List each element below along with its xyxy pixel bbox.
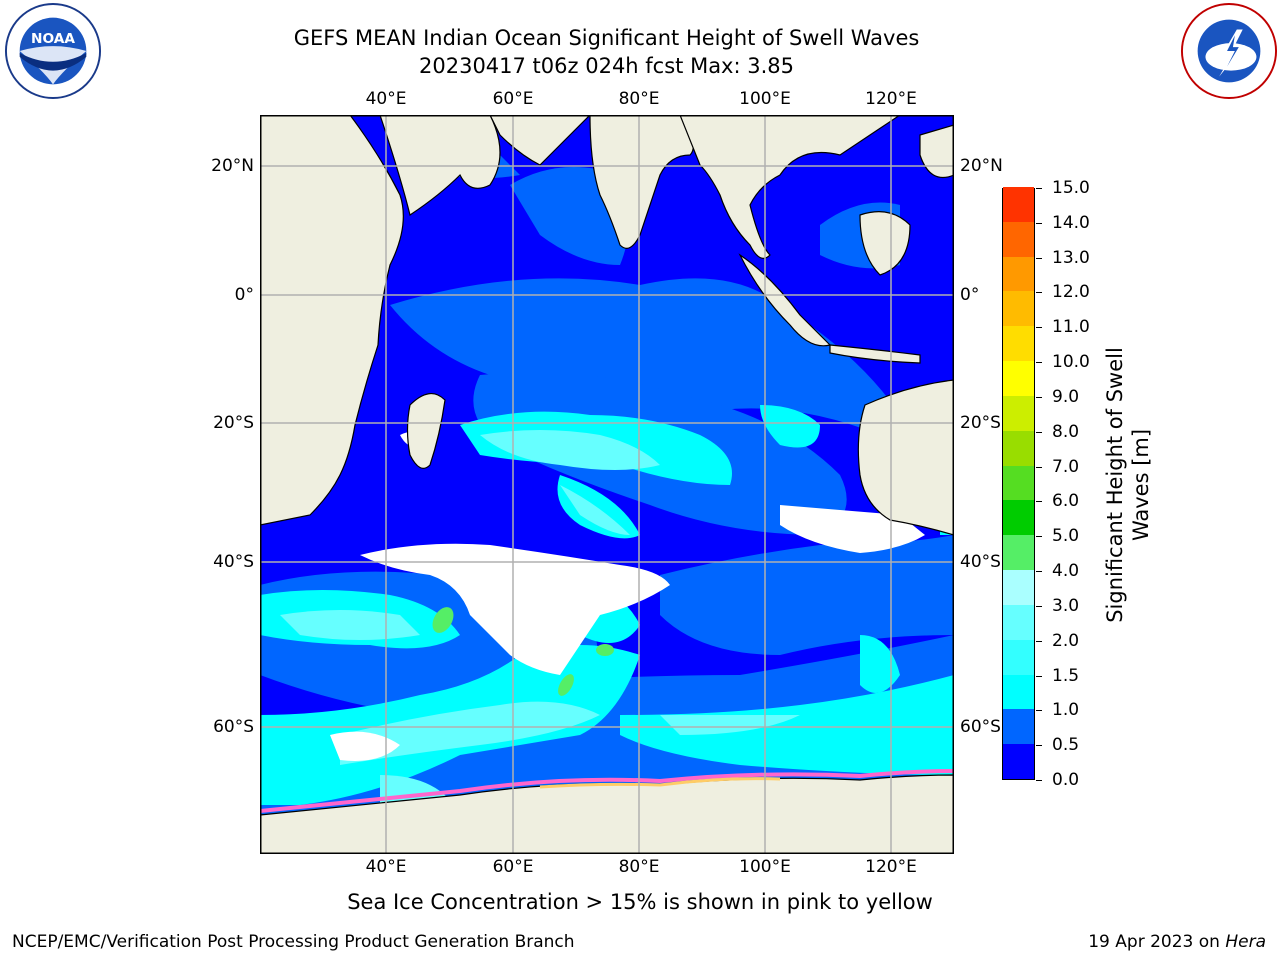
lat-label-left: 60°S [213, 717, 254, 737]
swell-band-2m [280, 430, 800, 825]
colorbar-tick-label: 9.0 [1052, 386, 1080, 407]
lon-label-bottom: 60°E [492, 857, 534, 877]
colorbar-tick-label: 0.5 [1052, 735, 1080, 756]
host-name: Hera [1225, 932, 1266, 952]
lat-label-right: 60°S [960, 717, 1001, 737]
lat-label-right: 20°S [960, 413, 1001, 433]
lon-label-bottom: 40°E [365, 857, 407, 877]
colorbar-tick [1036, 466, 1042, 468]
colorbar-tick [1036, 536, 1042, 538]
colorbar-tick-label: 1.5 [1052, 665, 1080, 686]
swell-band-3m [432, 607, 614, 696]
lon-label-bottom: 80°E [618, 857, 660, 877]
colorbar-tick-label: 13.0 [1052, 247, 1090, 268]
colorbar-tick-label: 7.0 [1052, 456, 1080, 477]
colorbar-tick [1036, 571, 1042, 573]
colorbar-title-line1: Significant Height of Swell [1103, 347, 1127, 623]
date-text: 19 Apr 2023 on Hera [1088, 932, 1266, 952]
colorbar-segment [1003, 499, 1034, 536]
colorbar-segment [1003, 465, 1034, 501]
lon-label-top: 100°E [739, 89, 791, 109]
colorbar-tick-label: 15.0 [1052, 178, 1090, 198]
colorbar-segment [1003, 604, 1034, 640]
lat-label-left: 20°S [213, 413, 254, 433]
lat-label-right: 0° [960, 285, 980, 305]
colorbar-segment [1003, 674, 1034, 710]
lon-label-top: 60°E [492, 89, 534, 109]
colorbar-tick-label: 6.0 [1052, 491, 1080, 512]
colorbar-tick [1036, 745, 1042, 747]
colorbar-segment [1003, 534, 1034, 571]
colorbar-segment [1003, 221, 1034, 257]
lat-label-left: 0° [234, 285, 254, 305]
colorbar-segment [1003, 708, 1034, 745]
colorbar-tick-label: 10.0 [1052, 352, 1090, 373]
chart-subtitle: 20230417 t06z 024h fcst Max: 3.85 [419, 54, 794, 78]
noaa-logo: NOAA [4, 2, 102, 100]
land-masses [260, 115, 954, 854]
colorbar-tick [1036, 257, 1042, 259]
colorbar-tick [1036, 675, 1042, 677]
colorbar-segment [1003, 256, 1034, 292]
colorbar-tick [1036, 396, 1042, 398]
colorbar-segment [1003, 186, 1034, 222]
colorbar-tick [1036, 222, 1042, 224]
chart-title: GEFS MEAN Indian Ocean Significant Heigh… [293, 26, 920, 50]
colorbar-tick [1036, 710, 1042, 712]
colorbar-title-line2: Waves [m] [1129, 428, 1153, 542]
colorbar-tick [1036, 292, 1042, 294]
colorbar-tick-label: 4.0 [1052, 561, 1080, 582]
colorbar-tick-label: 1.0 [1052, 700, 1080, 721]
colorbar-title: Significant Height of Swell Waves [m] [1102, 347, 1154, 623]
no-data-region [330, 431, 925, 761]
lat-label-left: 20°N [211, 156, 254, 176]
lat-label-left: 40°S [213, 552, 254, 572]
lon-label-bottom: 120°E [865, 857, 917, 877]
colorbar-tick [1036, 640, 1042, 642]
colorbar-segment [1003, 743, 1034, 779]
date-label: 19 Apr 2023 on [1088, 932, 1220, 952]
colorbar-tick-label: 3.0 [1052, 595, 1080, 616]
colorbar-segment [1003, 569, 1034, 605]
colorbar-tick [1036, 362, 1042, 364]
colorbar-segment [1003, 360, 1034, 396]
colorbar-tick [1036, 501, 1042, 503]
colorbar-tick [1036, 780, 1042, 781]
colorbar-segment [1003, 430, 1034, 466]
map-frame [260, 115, 954, 854]
colorbar-tick-label: 5.0 [1052, 526, 1080, 547]
lon-label-top: 80°E [618, 89, 660, 109]
colorbar-tick-label: 2.0 [1052, 630, 1080, 651]
colorbar [1002, 186, 1035, 780]
colorbar-tick [1036, 188, 1042, 189]
colorbar-tick-label: 0.0 [1052, 770, 1080, 790]
nws-logo [1180, 2, 1278, 100]
colorbar-tick [1036, 431, 1042, 433]
colorbar-segment [1003, 395, 1034, 431]
colorbar-segment [1003, 325, 1034, 362]
colorbar-tick-label: 14.0 [1052, 212, 1090, 233]
colorbar-tick [1036, 327, 1042, 329]
colorbar-tick-label: 12.0 [1052, 282, 1090, 303]
lat-label-right: 40°S [960, 552, 1001, 572]
swell-height-map [260, 115, 954, 854]
colorbar-tick-label: 11.0 [1052, 317, 1090, 338]
graticule [260, 115, 954, 854]
lon-label-bottom: 100°E [739, 857, 791, 877]
colorbar-tick-label: 8.0 [1052, 421, 1080, 442]
lon-label-top: 40°E [365, 89, 407, 109]
credit-text: NCEP/EMC/Verification Post Processing Pr… [12, 932, 575, 952]
noaa-logo-text: NOAA [31, 31, 75, 47]
colorbar-segment [1003, 639, 1034, 675]
sea-ice-note: Sea Ice Concentration > 15% is shown in … [347, 890, 933, 914]
colorbar-segment [1003, 290, 1034, 327]
lat-label-right: 20°N [960, 156, 1003, 176]
lon-label-top: 120°E [865, 89, 917, 109]
colorbar-tick [1036, 605, 1042, 607]
